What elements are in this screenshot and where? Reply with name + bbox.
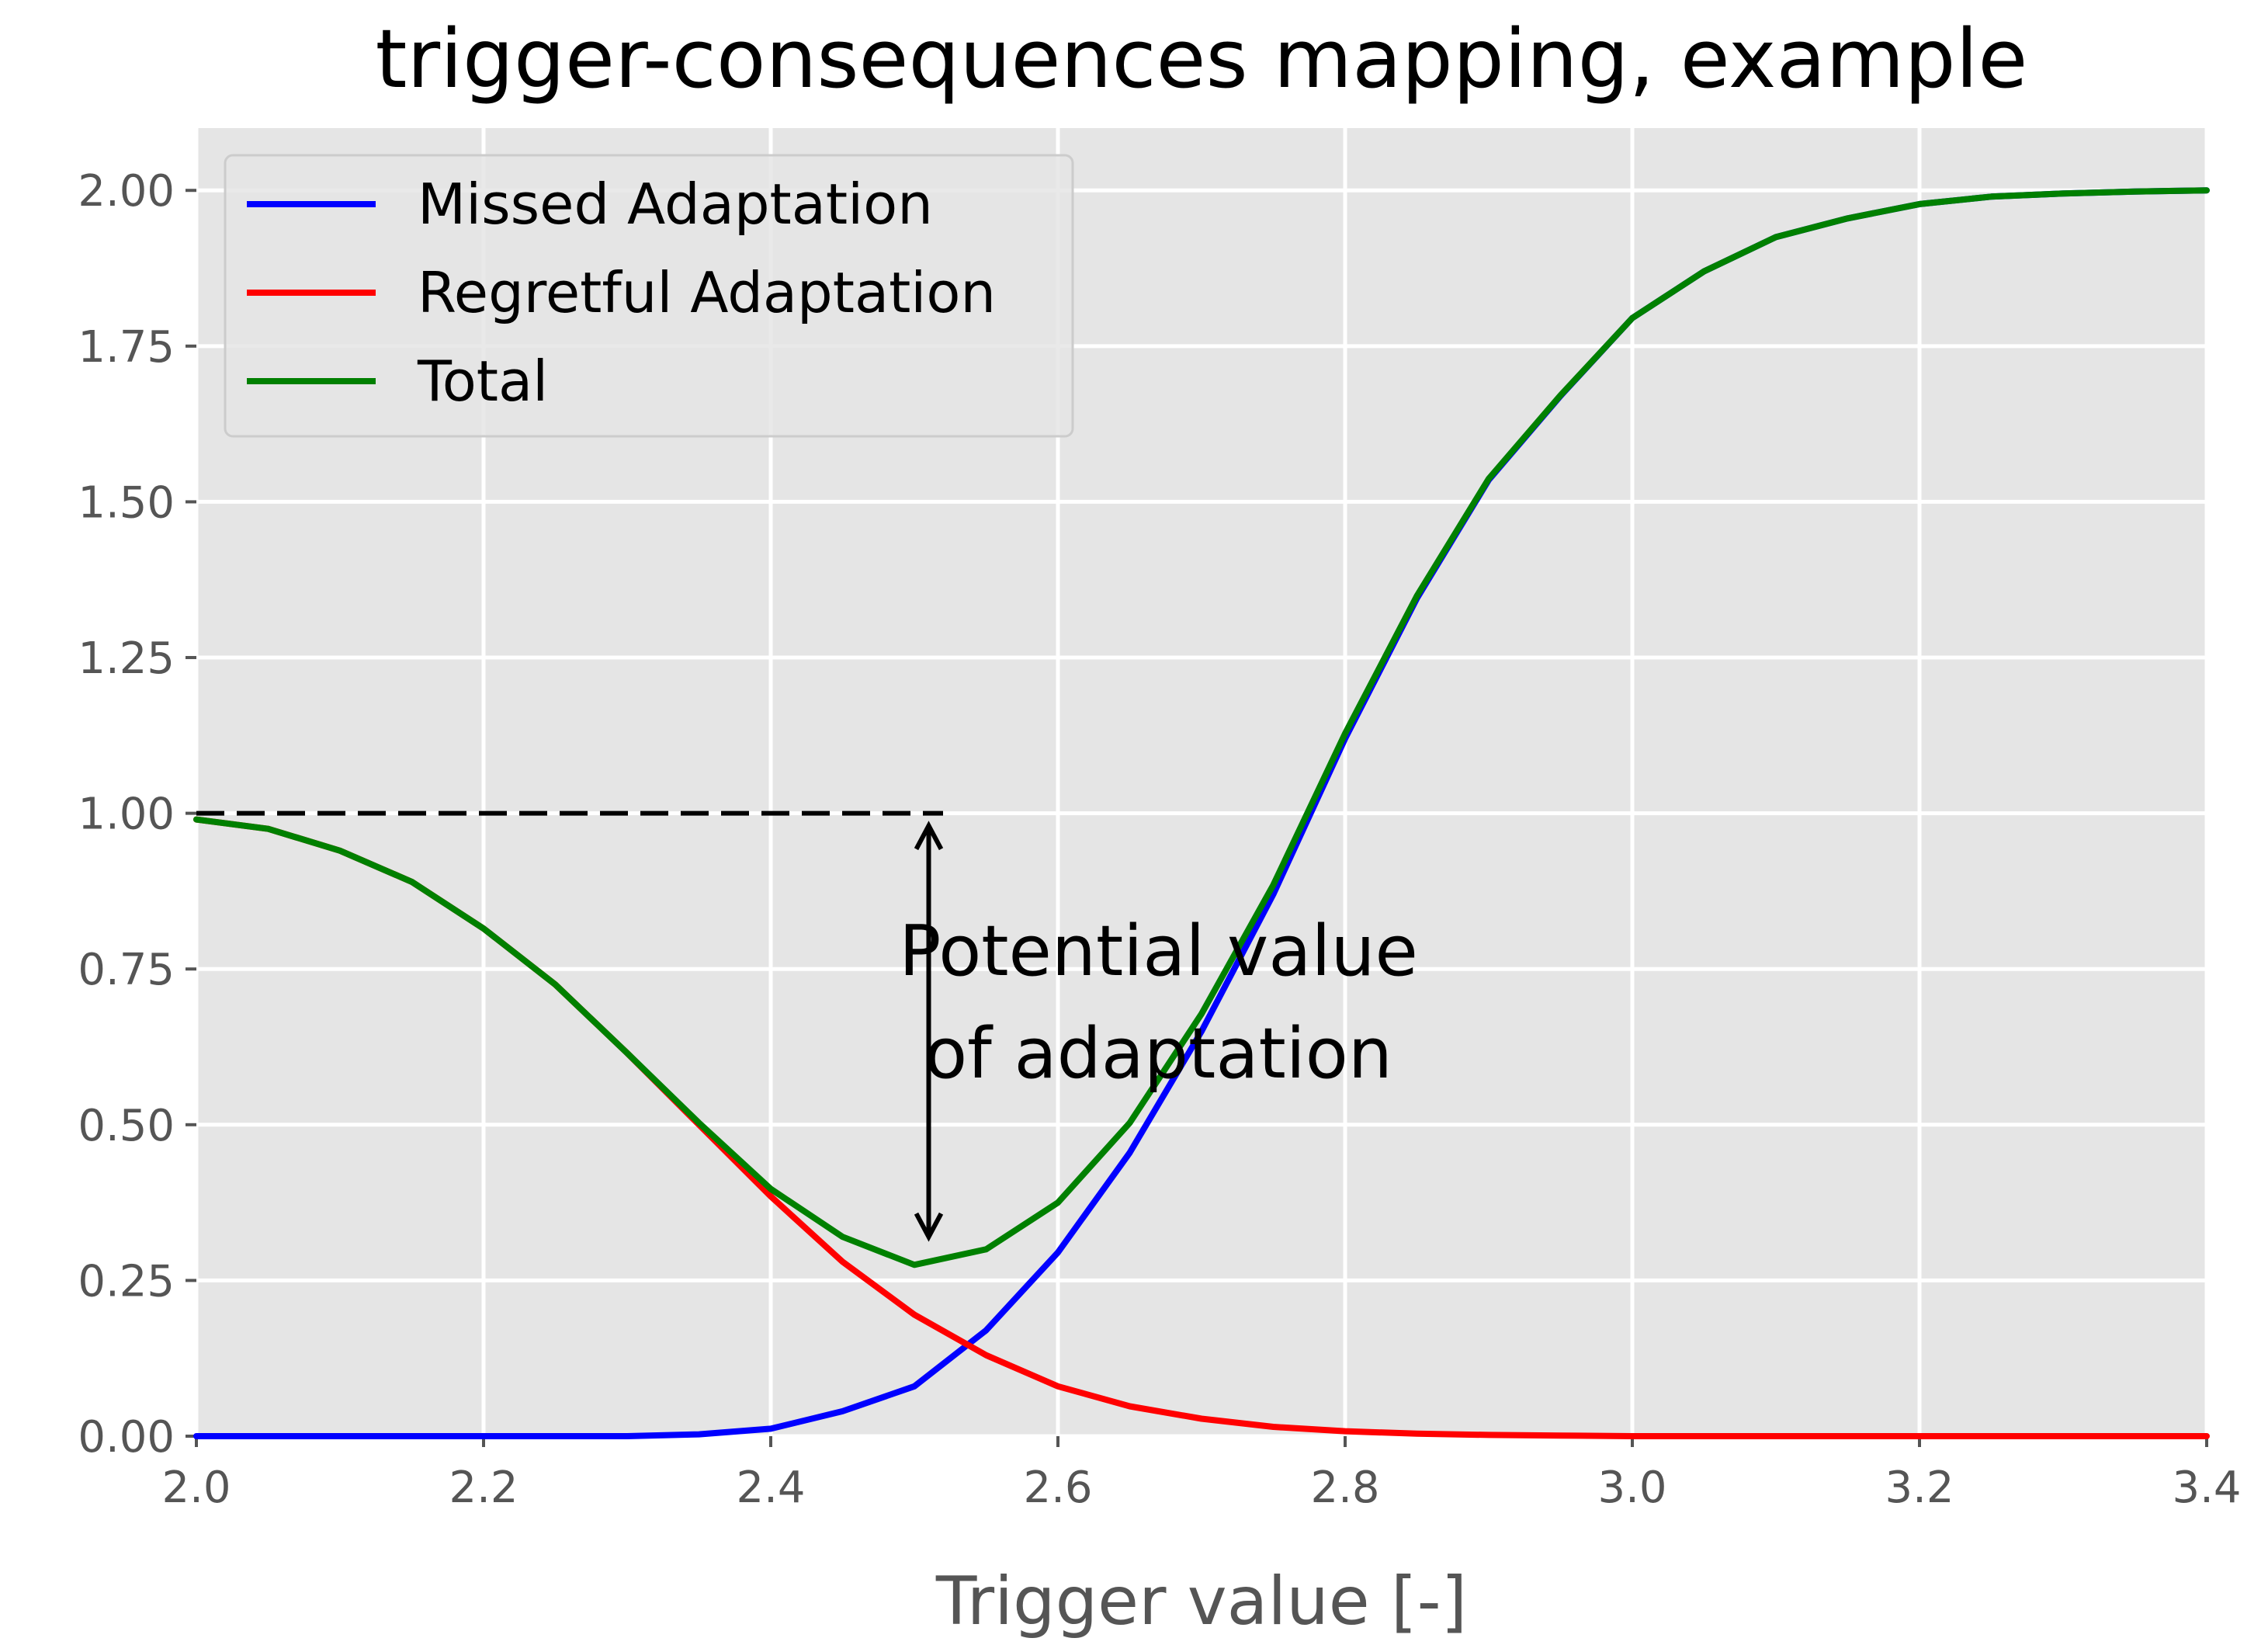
axis-ticks: 2.0 2.2 2.4 2.6 2.8 3.0 3.2 3.4 0.00 0.25 0.50 0.75… xyxy=(78,166,2241,1513)
legend-box xyxy=(224,154,1074,438)
y-tick-label: 0.00 xyxy=(78,1412,175,1463)
y-tick-label: 0.50 xyxy=(78,1101,175,1151)
legend: Missed Adaptation Regretful Adaptation T… xyxy=(224,154,1074,438)
x-tick-label: 2.8 xyxy=(1310,1463,1379,1513)
x-tick-label: 3.0 xyxy=(1597,1463,1666,1513)
y-tick-label: 1.75 xyxy=(78,322,175,373)
annotation-text-line-1: Potential value xyxy=(899,911,1418,992)
x-tick-label: 2.0 xyxy=(161,1463,231,1513)
legend-label-regretful-adaptation: Regretful Adaptation xyxy=(418,260,996,325)
legend-label-missed-adaptation: Missed Adaptation xyxy=(418,172,933,237)
chart-title: trigger-consequences mapping, example xyxy=(376,12,2028,106)
legend-label-total: Total xyxy=(417,349,548,414)
y-tick-label: 1.25 xyxy=(78,633,175,684)
x-tick-label: 2.4 xyxy=(736,1463,805,1513)
y-tick-label: 1.00 xyxy=(78,790,175,840)
series-line-total xyxy=(193,187,2210,1268)
x-tick-label: 3.4 xyxy=(2172,1463,2241,1513)
y-tick-label: 2.00 xyxy=(78,166,175,217)
annotation-text-line-2: of adaptation xyxy=(924,1013,1392,1095)
x-axis-title: Trigger value [-] xyxy=(935,1563,1467,1640)
double-arrow xyxy=(914,821,944,1242)
y-tick-label: 1.50 xyxy=(78,477,175,528)
arrow-head-top xyxy=(914,821,944,851)
series-layer xyxy=(193,187,2210,1439)
grid xyxy=(194,128,2209,1439)
x-tick-label: 3.2 xyxy=(1885,1463,1954,1513)
x-tick-label: 2.6 xyxy=(1023,1463,1092,1513)
x-tick-label: 2.2 xyxy=(449,1463,518,1513)
y-tick-label: 0.25 xyxy=(78,1256,175,1307)
arrow-head-bottom xyxy=(914,1212,944,1242)
annotation: Potential value of adaptation xyxy=(196,810,1418,1242)
y-tick-label: 0.75 xyxy=(78,945,175,995)
